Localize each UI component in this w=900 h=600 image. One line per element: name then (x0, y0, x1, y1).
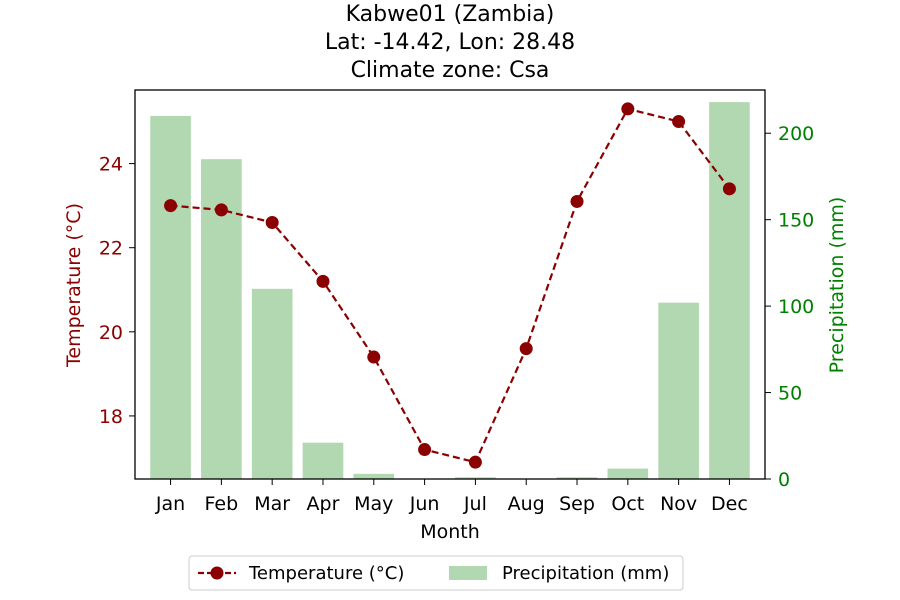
precipitation-bar (455, 477, 496, 479)
x-tick-label: May (354, 493, 393, 515)
temperature-line (170, 107, 731, 464)
temperature-point (519, 342, 533, 356)
right-y-tick-label: 50 (778, 383, 802, 405)
precipitation-bars (150, 102, 750, 479)
x-tick-label: Apr (307, 493, 340, 515)
chart-title-line: Lat: -14.42, Lon: 28.48 (325, 30, 575, 55)
x-tick-label: Jul (463, 493, 487, 515)
x-tick-label: Dec (711, 493, 748, 515)
right-y-tick-label: 0 (778, 469, 790, 491)
right-y-tick-label: 200 (778, 123, 814, 145)
precipitation-bar (607, 468, 649, 479)
x-axis-label: Month (420, 521, 480, 543)
x-tick-label: Sep (559, 493, 595, 515)
temperature-point (722, 182, 736, 196)
precipitation-bar (302, 442, 344, 479)
precipitation-bar (353, 473, 395, 479)
precipitation-bar (251, 288, 293, 479)
x-tick-label: Nov (660, 493, 697, 515)
left-y-tick-label: 18 (99, 406, 123, 428)
left-y-tick-label: 20 (99, 322, 123, 344)
x-tick-label: Aug (508, 493, 545, 515)
left-y-tick-label: 22 (99, 238, 123, 260)
x-tick-label: Oct (611, 493, 644, 515)
right-y-tick-label: 100 (778, 296, 814, 318)
x-tick-label: Jun (409, 493, 440, 515)
legend-precipitation-swatch (449, 566, 487, 580)
chart-axes (134, 89, 766, 480)
temperature-point (265, 215, 279, 229)
temperature-point (367, 350, 381, 364)
temperature-series (164, 102, 736, 469)
legend-frame (188, 555, 684, 591)
temperature-point (621, 102, 635, 116)
right-y-tick-label: 150 (778, 210, 814, 232)
legend-temperature-label: Temperature (°C) (248, 563, 404, 584)
left-y-tick-label: 24 (99, 154, 123, 176)
precipitation-bar (709, 102, 750, 479)
legend-temperature-swatch-marker (210, 566, 224, 580)
x-tick-label: Feb (205, 493, 239, 515)
chart-title-line: Kabwe01 (Zambia) (346, 2, 555, 27)
left-y-axis-label: Temperature (°C) (63, 203, 85, 368)
legend-precipitation-label: Precipitation (mm) (502, 563, 669, 584)
temperature-point (468, 455, 482, 469)
legend: Temperature (°C) Precipitation (mm) (188, 555, 684, 591)
temperature-point (316, 274, 330, 288)
temperature-point (418, 443, 432, 457)
x-tick-label: Mar (254, 493, 290, 515)
left-y-axis-ticks: 18 20 22 24 (99, 154, 135, 428)
chart-title: Kabwe01 (Zambia) Lat: -14.42, Lon: 28.48 C… (325, 2, 575, 83)
chart-title-line: Climate zone: Csa (351, 58, 550, 83)
right-y-axis-label: Precipitation (mm) (826, 197, 848, 374)
temperature-point (672, 115, 686, 129)
x-axis-ticks: Jan Feb Mar Apr May Jun Jul Aug Sep Oct Nov Dec (155, 479, 748, 515)
temperature-point (214, 203, 228, 217)
temperature-point (164, 199, 178, 213)
plot-frame (134, 89, 766, 480)
precipitation-bar (150, 115, 191, 479)
precipitation-bar (556, 477, 598, 479)
temperature-point (570, 194, 584, 208)
precipitation-bar (658, 302, 699, 479)
x-tick-label: Jan (155, 493, 185, 515)
right-y-axis-ticks: 0 50 100 150 200 (765, 123, 814, 491)
